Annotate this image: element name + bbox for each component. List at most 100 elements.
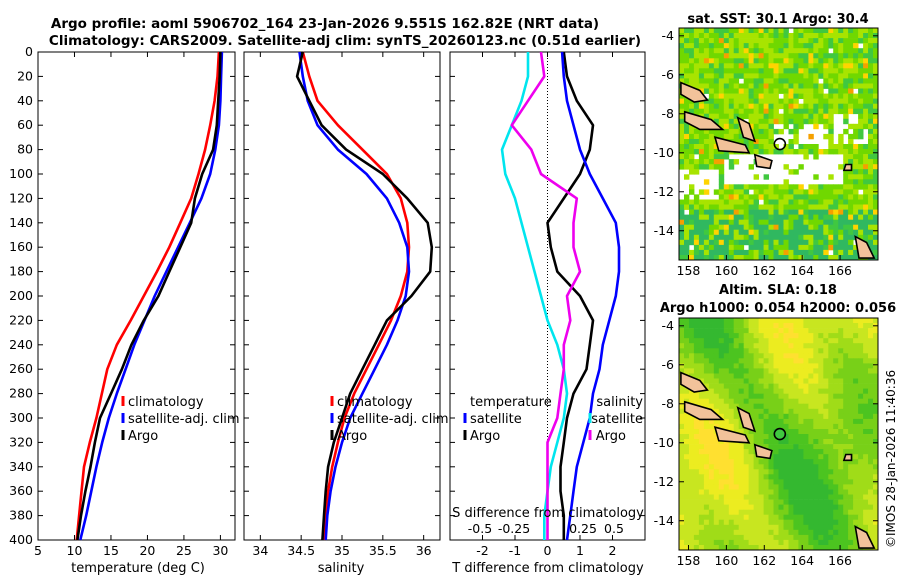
- heatmap-cell: [803, 93, 809, 99]
- heatmap-cell: [728, 328, 735, 334]
- heatmap-cell: [843, 68, 849, 74]
- heatmap-cell: [868, 149, 874, 155]
- heatmap-cell: [868, 159, 874, 165]
- heatmap-cell: [753, 48, 759, 54]
- heatmap-cell: [778, 504, 784, 510]
- heatmap-cell: [763, 403, 769, 410]
- heatmap-cell: [773, 48, 779, 54]
- heatmap-cell: [684, 133, 690, 140]
- heatmap-cell: [768, 534, 774, 541]
- heatmap-cell: [783, 93, 789, 99]
- heatmap-cell: [723, 378, 730, 384]
- heatmap-cell: [763, 429, 769, 435]
- heatmap-cell: [773, 229, 779, 236]
- heatmap-cell: [793, 33, 799, 39]
- heatmap-cell: [863, 464, 869, 470]
- heatmap-cell: [698, 454, 705, 460]
- heatmap-cell: [703, 239, 710, 246]
- heatmap-cell: [723, 474, 730, 480]
- heatmap-cell: [833, 449, 839, 455]
- heatmap-cell: [858, 398, 864, 405]
- heatmap-cell: [858, 519, 864, 526]
- heatmap-cell: [738, 108, 745, 115]
- heatmap-cell: [723, 484, 730, 490]
- heatmap-cell: [823, 43, 829, 49]
- heatmap-cell: [698, 108, 705, 115]
- heatmap-cell: [848, 239, 854, 246]
- heatmap-cell: [838, 88, 844, 94]
- heatmap-cell: [863, 454, 869, 460]
- heatmap-cell: [743, 28, 750, 34]
- heatmap-cell: [693, 368, 700, 374]
- heatmap-cell: [703, 128, 710, 135]
- heatmap-cell: [828, 494, 834, 500]
- heatmap-cell: [703, 444, 710, 450]
- heatmap-cell: [868, 434, 874, 440]
- island: [683, 400, 725, 421]
- heatmap-cell: [718, 318, 725, 324]
- heatmap-cell: [833, 255, 839, 261]
- heatmap-cell: [873, 338, 879, 344]
- heatmap-cell: [843, 93, 849, 99]
- heatmap-cell: [873, 28, 879, 34]
- heatmap-cell: [808, 353, 814, 359]
- heatmap-cell: [698, 343, 705, 349]
- heatmap-cell: [689, 509, 695, 516]
- heatmap-cell: [823, 484, 829, 490]
- heatmap-cell: [708, 164, 715, 170]
- heatmap-cell: [818, 378, 824, 384]
- heatmap-cell: [813, 343, 819, 349]
- heatmap-cell: [863, 398, 869, 405]
- heatmap-cell: [818, 103, 824, 110]
- heatmap-cell: [873, 123, 879, 130]
- heatmap-cell: [858, 479, 864, 485]
- heatmap-cell: [853, 434, 859, 440]
- heatmap-cell: [713, 358, 720, 364]
- heatmap-cell: [788, 224, 794, 231]
- heatmap-cell: [689, 123, 695, 130]
- heatmap-cell: [718, 338, 725, 344]
- heatmap-cell: [698, 353, 705, 359]
- heatmap-cell: [738, 255, 745, 261]
- heatmap-cell: [698, 479, 705, 485]
- heatmap-cell: [713, 328, 720, 334]
- heatmap-cell: [848, 439, 854, 445]
- heatmap-cell: [858, 118, 864, 125]
- heatmap-cell: [743, 539, 750, 546]
- heatmap-cell: [873, 174, 879, 180]
- heatmap-cell: [689, 524, 695, 531]
- heatmap-cell: [728, 93, 735, 99]
- heatmap-cell: [788, 103, 794, 110]
- heatmap-cell: [703, 358, 710, 364]
- heatmap-cell: [823, 133, 829, 140]
- heatmap-cell: [723, 123, 730, 130]
- heatmap-cell: [793, 204, 799, 210]
- heatmap-cell: [828, 174, 834, 180]
- heatmap-cell: [778, 378, 784, 384]
- heatmap-cell: [818, 529, 824, 536]
- heatmap-cell: [828, 373, 834, 379]
- x-tick-label: 160: [714, 263, 738, 278]
- heatmap-cell: [843, 244, 849, 251]
- heatmap-cell: [679, 154, 685, 160]
- heatmap-cell: [684, 358, 690, 364]
- heatmap-cell: [679, 464, 685, 470]
- heatmap-cell: [773, 368, 779, 374]
- heatmap-cell: [823, 103, 829, 110]
- heatmap-cell: [793, 68, 799, 74]
- heatmap-cell: [783, 373, 789, 379]
- heatmap-cell: [733, 78, 740, 84]
- heatmap-cell: [843, 459, 849, 465]
- heatmap-cell: [748, 534, 754, 541]
- heatmap-cell: [778, 398, 784, 405]
- heatmap-cell: [828, 333, 834, 339]
- heatmap-cell: [858, 154, 864, 160]
- heatmap-cell: [753, 408, 759, 415]
- heatmap-cell: [713, 353, 720, 359]
- heatmap-cell: [768, 489, 774, 495]
- heatmap-cell: [823, 545, 829, 551]
- heatmap-cell: [693, 343, 700, 349]
- heatmap-cell: [738, 494, 745, 500]
- heatmap-cell: [679, 229, 685, 236]
- heatmap-cell: [773, 204, 779, 210]
